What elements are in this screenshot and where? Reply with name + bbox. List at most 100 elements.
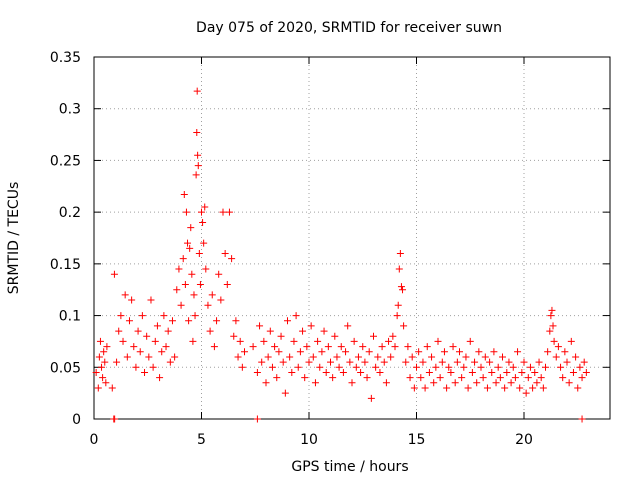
data-point [456, 348, 463, 356]
data-point [134, 327, 142, 335]
data-point [208, 291, 216, 299]
data-point [168, 317, 176, 325]
data-point [200, 239, 208, 247]
data-point [385, 337, 393, 345]
data-point [294, 363, 302, 371]
data-point [537, 374, 545, 382]
data-point [219, 208, 227, 216]
y-tick-label: 0.25 [50, 153, 81, 169]
data-point [460, 363, 468, 371]
data-point [354, 353, 362, 361]
data-point [417, 374, 425, 382]
data-point [158, 348, 166, 356]
data-point [346, 358, 354, 366]
data-point [303, 343, 311, 351]
data-point [406, 374, 414, 382]
data-point [318, 348, 326, 356]
data-point [100, 348, 108, 356]
data-point [394, 301, 402, 309]
data-point [193, 87, 201, 95]
x-tick-label: 10 [300, 432, 318, 448]
data-point [103, 343, 111, 351]
data-point [249, 343, 257, 351]
data-point [552, 353, 560, 361]
data-point [192, 171, 200, 179]
data-point [539, 384, 547, 392]
data-point [223, 281, 231, 289]
data-point [232, 317, 240, 325]
data-point [299, 327, 307, 335]
data-point [511, 374, 519, 382]
data-point [241, 348, 248, 356]
data-point [492, 379, 500, 387]
data-point [479, 374, 487, 382]
data-point [322, 368, 330, 376]
data-point [121, 291, 129, 299]
data-point [363, 374, 371, 382]
data-point [350, 337, 358, 345]
data-point [273, 374, 281, 382]
data-point [292, 312, 300, 320]
data-point [582, 368, 590, 376]
data-point [234, 353, 242, 361]
data-point [578, 415, 586, 423]
data-point [361, 358, 369, 366]
data-point [352, 363, 360, 371]
data-point [496, 374, 504, 382]
data-point [428, 353, 436, 361]
y-tick-label: 0.05 [50, 360, 81, 376]
data-point [468, 368, 476, 376]
data-point [225, 208, 233, 216]
data-point [400, 322, 408, 330]
data-point [451, 379, 459, 387]
data-point [181, 281, 189, 289]
data-point [464, 384, 472, 392]
data-point [191, 312, 199, 320]
data-point [436, 374, 444, 382]
data-point [561, 348, 569, 356]
data-point [204, 301, 212, 309]
data-point [432, 363, 440, 371]
data-point [348, 379, 356, 387]
chart-title: Day 075 of 2020, SRMTID for receiver suw… [196, 20, 502, 36]
data-point [580, 358, 588, 366]
data-point [549, 322, 557, 330]
data-point [202, 265, 210, 273]
data-point [565, 379, 573, 387]
data-point [195, 250, 203, 258]
y-tick-label: 0.1 [59, 309, 81, 325]
data-point [101, 358, 109, 366]
data-point [145, 353, 153, 361]
data-point [171, 353, 179, 361]
x-tick-label: 20 [515, 432, 533, 448]
data-point [408, 353, 416, 361]
data-point [563, 358, 571, 366]
data-point [490, 348, 498, 356]
data-point [179, 255, 187, 263]
data-point [425, 368, 433, 376]
data-point [113, 358, 121, 366]
data-point [238, 363, 246, 371]
data-point [572, 353, 580, 361]
data-point [115, 327, 123, 335]
data-point [99, 374, 107, 382]
data-point [449, 343, 457, 351]
data-point [316, 363, 324, 371]
data-point [554, 343, 562, 351]
data-point [185, 317, 193, 325]
data-point [156, 374, 164, 382]
data-point [333, 353, 341, 361]
data-point [98, 363, 106, 371]
data-point [162, 343, 170, 351]
data-point [393, 312, 401, 320]
data-point [546, 327, 554, 335]
data-point [284, 317, 291, 325]
data-point [548, 306, 556, 314]
x-axis-label: GPS time / hours [291, 459, 408, 475]
data-point [264, 353, 272, 361]
data-point [434, 337, 442, 345]
data-point [301, 374, 309, 382]
data-point [288, 368, 296, 376]
data-point [471, 358, 479, 366]
data-point [314, 337, 322, 345]
